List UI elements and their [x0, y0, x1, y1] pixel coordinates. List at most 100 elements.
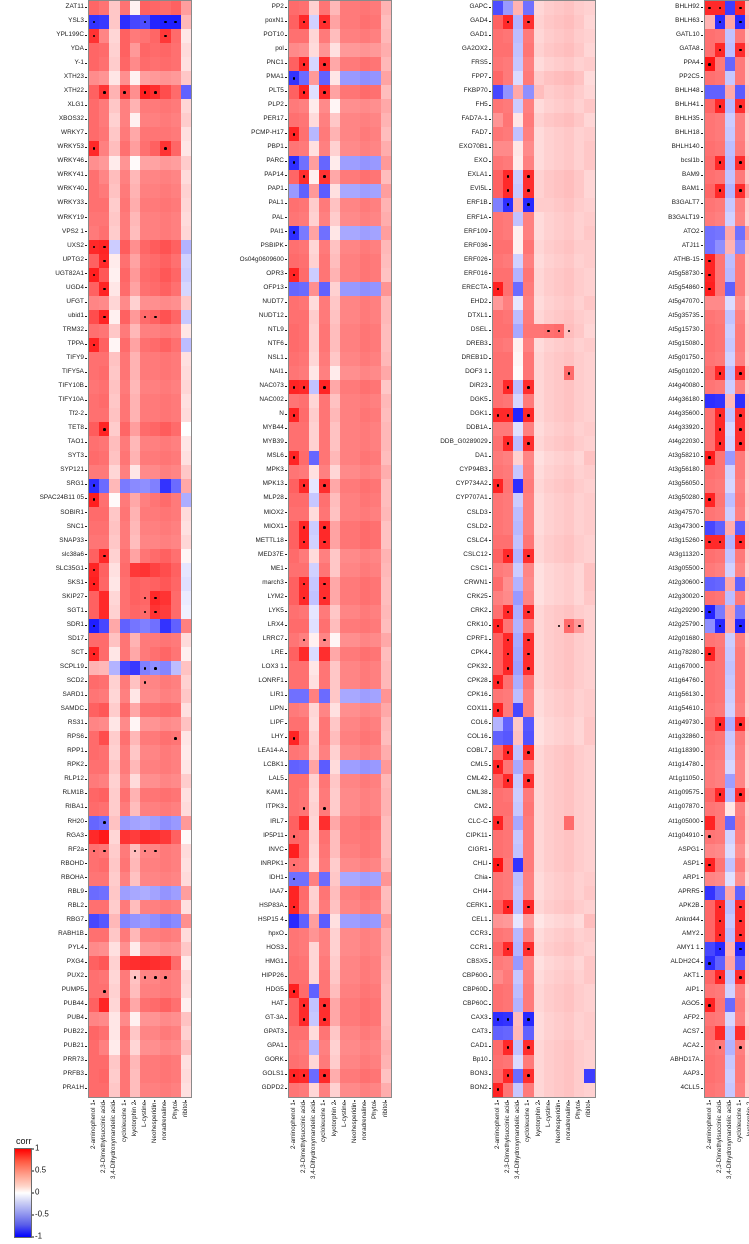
heatmap-cell	[350, 829, 361, 844]
heatmap-cell	[543, 1082, 554, 1097]
heatmap-cell	[119, 1040, 130, 1055]
heatmap-cell	[339, 169, 350, 184]
row-label: PBP1	[267, 140, 288, 154]
heatmap-cell	[160, 295, 171, 311]
heatmap-cell	[725, 380, 736, 395]
heatmap-cell	[735, 394, 746, 409]
heatmap-cell	[288, 380, 300, 395]
heatmap-cell	[339, 1012, 350, 1027]
heatmap-cell	[119, 310, 130, 325]
heatmap-cell	[735, 380, 746, 395]
heatmap-cell	[309, 520, 320, 535]
heatmap-cell	[492, 239, 503, 254]
heatmap-cell	[339, 942, 350, 957]
heatmap-cell	[350, 520, 361, 535]
heatmap-cell	[380, 422, 391, 437]
heatmap-cell	[502, 1068, 514, 1083]
row-label: MLP28	[263, 492, 288, 506]
heatmap-cell	[288, 1054, 300, 1069]
heatmap-cell	[543, 85, 554, 100]
heatmap-cell	[139, 1054, 151, 1069]
heatmap-cell	[704, 534, 715, 549]
heatmap-cell	[329, 928, 340, 943]
heatmap-cell	[339, 534, 350, 549]
heatmap-cell	[574, 450, 585, 465]
row-label: LRE	[271, 646, 288, 660]
heatmap-cell	[380, 534, 391, 549]
heatmap-cell	[309, 155, 320, 170]
heatmap-cell	[574, 829, 585, 844]
heatmap-cell	[350, 394, 361, 409]
heatmap-cell	[288, 57, 300, 72]
heatmap-cell	[109, 970, 120, 985]
heatmap-cell	[533, 759, 544, 774]
heatmap-cell	[725, 15, 736, 30]
heatmap-cell	[584, 141, 595, 156]
heatmap-cell	[523, 324, 534, 339]
heatmap-cell	[574, 1012, 585, 1027]
heatmap-cell	[139, 984, 151, 999]
heatmap-cell	[309, 1, 320, 16]
heatmap-cell	[735, 871, 746, 886]
heatmap-cell	[543, 787, 554, 802]
heatmap-cell	[329, 324, 340, 339]
heatmap-cell	[180, 633, 191, 648]
row-label: MSL6	[267, 450, 288, 464]
heatmap-cell	[564, 492, 575, 507]
legend-tick-label: 0	[31, 1187, 40, 1197]
heatmap-cell	[380, 85, 391, 100]
heatmap-cell	[309, 1082, 320, 1097]
heatmap-cell	[99, 408, 110, 423]
heatmap-cell	[492, 843, 503, 858]
heatmap-cell	[735, 506, 746, 521]
row-label: At1g56130	[668, 688, 703, 702]
heatmap-panel-3: GAPC GAD4 GAD1 GA2OX2 FRS5 FPP7 FKBP70 FH5 FAD7A…	[392, 0, 596, 1211]
heatmap-cell	[553, 534, 565, 549]
heatmap-cell	[543, 71, 554, 86]
heatmap-cell	[319, 408, 330, 423]
heatmap-cell	[370, 43, 381, 58]
heatmap-cell	[288, 534, 300, 549]
row-label: RPS6	[67, 730, 88, 744]
heatmap-cell	[523, 267, 534, 282]
heatmap-cell	[725, 436, 736, 451]
heatmap-cell	[370, 956, 381, 971]
heatmap-cell	[350, 1082, 361, 1097]
heatmap-cell	[513, 422, 524, 437]
row-label: ALDH2C4	[671, 955, 704, 969]
heatmap-cell	[725, 1068, 736, 1083]
heatmap-cell	[339, 843, 350, 858]
heatmap-cell	[119, 520, 130, 535]
heatmap-cell	[89, 450, 100, 465]
heatmap-cell	[553, 394, 565, 409]
row-label: PAL1	[269, 197, 288, 211]
heatmap-cell	[574, 689, 585, 704]
heatmap-cell	[299, 1012, 310, 1027]
heatmap-cell	[119, 211, 130, 226]
column-label: 2-aminophenol 1	[289, 1098, 299, 1211]
heatmap-cell	[350, 998, 361, 1013]
row-label: CBP60G	[462, 969, 492, 983]
heatmap-cell	[160, 422, 171, 437]
heatmap-cell	[735, 689, 746, 704]
heatmap-cell	[180, 43, 191, 58]
heatmap-cell	[119, 843, 130, 858]
row-label: CAT3	[472, 1025, 492, 1039]
heatmap-cell	[139, 801, 151, 816]
heatmap-cell	[492, 689, 503, 704]
heatmap-cell	[99, 15, 110, 30]
heatmap-cell	[564, 956, 575, 971]
heatmap-cell	[533, 211, 544, 226]
heatmap-cell	[119, 99, 130, 114]
heatmap-cell	[584, 534, 595, 549]
heatmap-cell	[350, 773, 361, 788]
heatmap-cell	[543, 43, 554, 58]
row-label: CLC-C	[468, 815, 492, 829]
row-label: YSL3	[68, 14, 88, 28]
heatmap-cell	[714, 885, 725, 900]
heatmap-cell	[129, 520, 140, 535]
heatmap-cell	[350, 225, 361, 240]
heatmap-cell	[513, 773, 524, 788]
row-label: AAP3	[683, 1068, 704, 1082]
heatmap-cell	[502, 464, 514, 479]
